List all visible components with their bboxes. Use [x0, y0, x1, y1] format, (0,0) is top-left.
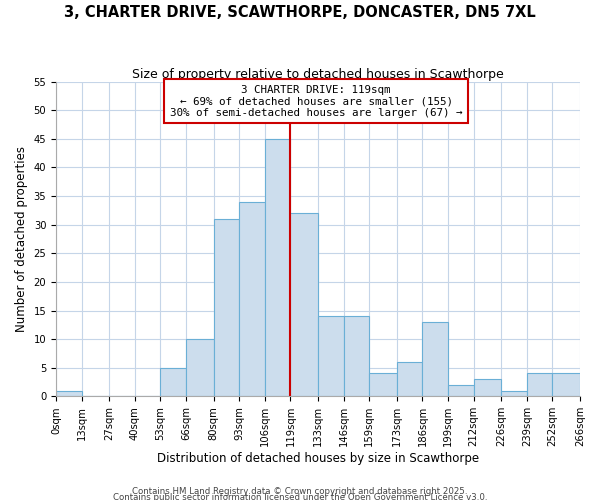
Bar	[473, 379, 501, 396]
Text: Contains HM Land Registry data © Crown copyright and database right 2025.: Contains HM Land Registry data © Crown c…	[132, 486, 468, 496]
Title: Size of property relative to detached houses in Scawthorpe: Size of property relative to detached ho…	[132, 68, 504, 80]
Bar	[553, 374, 580, 396]
Bar	[397, 362, 422, 396]
Bar	[265, 139, 290, 396]
Bar	[369, 374, 397, 396]
Bar	[318, 316, 344, 396]
Bar	[56, 390, 82, 396]
Bar	[422, 322, 448, 396]
Y-axis label: Number of detached properties: Number of detached properties	[15, 146, 28, 332]
Bar	[239, 202, 265, 396]
Bar	[344, 316, 369, 396]
Bar	[448, 385, 473, 396]
Bar	[290, 214, 318, 396]
X-axis label: Distribution of detached houses by size in Scawthorpe: Distribution of detached houses by size …	[157, 452, 479, 465]
Bar	[186, 339, 214, 396]
Bar	[160, 368, 186, 396]
Text: Contains public sector information licensed under the Open Government Licence v3: Contains public sector information licen…	[113, 492, 487, 500]
Bar	[527, 374, 553, 396]
Text: 3, CHARTER DRIVE, SCAWTHORPE, DONCASTER, DN5 7XL: 3, CHARTER DRIVE, SCAWTHORPE, DONCASTER,…	[64, 5, 536, 20]
Bar	[214, 219, 239, 396]
Text: 3 CHARTER DRIVE: 119sqm
← 69% of detached houses are smaller (155)
30% of semi-d: 3 CHARTER DRIVE: 119sqm ← 69% of detache…	[170, 84, 462, 117]
Bar	[501, 390, 527, 396]
